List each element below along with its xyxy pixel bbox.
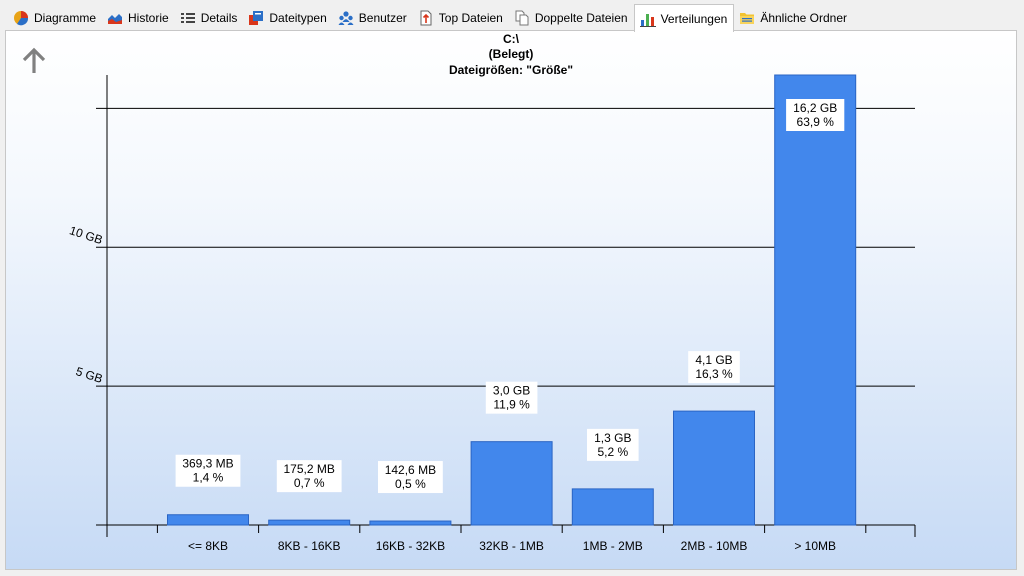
tab-label: Ähnliche Ordner xyxy=(760,11,848,25)
data-label-value: 369,3 MB xyxy=(182,457,233,471)
tab-file-types[interactable]: Dateitypen xyxy=(243,5,332,31)
y-tick-label: 5 GB xyxy=(74,364,104,386)
data-label-box xyxy=(276,460,342,493)
x-tick-label: 1MB - 2MB xyxy=(583,539,643,553)
area-chart-icon xyxy=(107,10,123,26)
chart-title-line-3: Dateigrößen: "Größe" xyxy=(448,63,574,77)
bar-6 xyxy=(774,74,857,526)
tab-label: Dateitypen xyxy=(269,11,327,25)
duplicate-files-icon xyxy=(514,10,530,26)
details-list-icon xyxy=(180,10,196,26)
data-label-value: 3,0 GB xyxy=(493,384,530,398)
data-label-box xyxy=(485,381,538,414)
tab-users[interactable]: Benutzer xyxy=(333,5,413,31)
data-label-box xyxy=(587,428,639,461)
bar-1 xyxy=(268,519,351,526)
chart-panel: C:\ (Belegt) Dateigrößen: "Größe" 5 GB 10… xyxy=(5,30,1017,570)
tab-label: Top Dateien xyxy=(438,11,503,25)
data-label-value: 175,2 MB xyxy=(284,462,335,476)
x-tick-label: 32KB - 1MB xyxy=(479,539,544,553)
tab-area-chart[interactable]: Historie xyxy=(102,5,175,31)
tab-label: Doppelte Dateien xyxy=(534,11,628,25)
tab-top-files[interactable]: Top Dateien xyxy=(413,5,509,31)
x-tick-label: > 10MB xyxy=(794,539,836,553)
data-label-value: 142,6 MB xyxy=(385,463,436,477)
data-label-percent: 0,7 % xyxy=(294,476,325,490)
tab-details-list[interactable]: Details xyxy=(175,5,244,31)
tab-label: Historie xyxy=(128,11,169,25)
tab-label: Benutzer xyxy=(358,11,407,25)
tab-duplicate-files[interactable]: Doppelte Dateien xyxy=(509,5,634,31)
bar-4 xyxy=(571,488,654,526)
tab-label: Verteilungen xyxy=(660,11,728,26)
data-label-value: 4,1 GB xyxy=(695,353,732,367)
bar-0 xyxy=(167,514,249,526)
data-label-box xyxy=(688,351,740,384)
data-label-percent: 16,3 % xyxy=(695,367,733,381)
tab-folder[interactable]: Ähnliche Ordner xyxy=(734,5,853,31)
x-tick-label: 16KB - 32KB xyxy=(376,539,445,553)
bar-2 xyxy=(369,520,452,526)
chart-title-line-2: (Belegt) xyxy=(488,47,534,61)
tab-label: Diagramme xyxy=(34,11,97,25)
file-types-icon xyxy=(248,10,264,26)
y-tick-label: 10 GB xyxy=(68,223,105,247)
x-tick-label: <= 8KB xyxy=(188,539,228,553)
bar-5 xyxy=(673,410,755,526)
data-label-box xyxy=(786,99,845,131)
data-label-value: 16,2 GB xyxy=(793,101,837,115)
tab-bar-chart[interactable]: Verteilungen xyxy=(633,4,735,32)
tab-label: Details xyxy=(200,11,238,25)
data-label-percent: 1,4 % xyxy=(193,471,224,485)
tab-bar: Diagramme Historie Details Dateitypen Benutz… xyxy=(0,0,1024,32)
top-files-icon xyxy=(418,10,434,26)
tab-pie-chart[interactable]: Diagramme xyxy=(8,5,102,31)
chart-title-line-1: C:\ xyxy=(503,32,519,46)
x-tick-label: 2MB - 10MB xyxy=(681,539,748,553)
bar-chart: 5 GB 10 GB <= 8KB 369,3 MB1,4 % 8KB - 16KB 17… xyxy=(68,74,916,553)
data-label-percent: 63,9 % xyxy=(797,115,835,129)
bar-chart-icon xyxy=(639,11,656,27)
data-label-box xyxy=(378,461,443,494)
pie-chart-icon xyxy=(13,10,29,26)
bar-3 xyxy=(470,441,553,526)
folder-icon xyxy=(739,10,755,26)
users-icon xyxy=(338,10,354,26)
data-label-box xyxy=(175,454,241,487)
x-tick-label: 8KB - 16KB xyxy=(278,539,341,553)
data-label-percent: 0,5 % xyxy=(395,477,426,491)
data-label-percent: 11,9 % xyxy=(493,398,530,412)
data-label-percent: 5,2 % xyxy=(597,445,628,459)
data-label-value: 1,3 GB xyxy=(594,431,631,445)
up-arrow-icon[interactable] xyxy=(20,47,48,75)
